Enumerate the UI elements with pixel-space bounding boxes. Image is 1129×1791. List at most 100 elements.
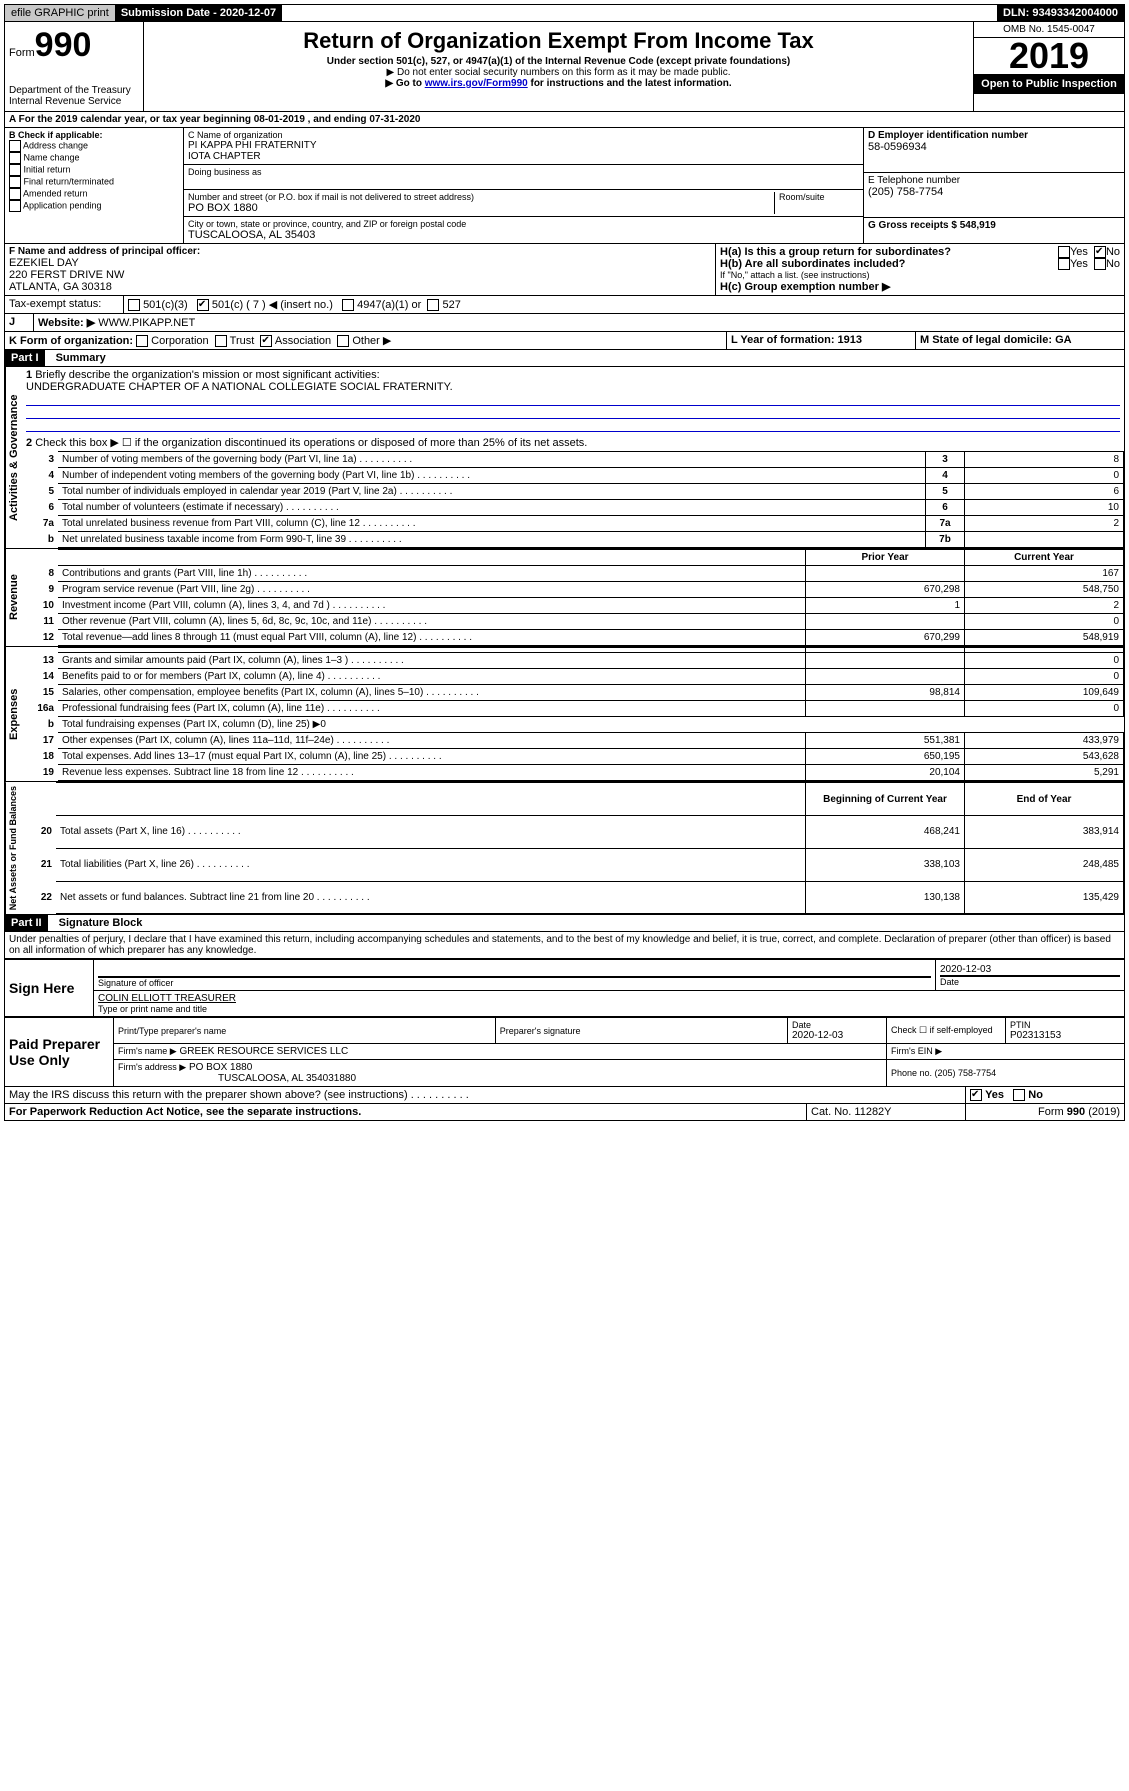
hb-no-checkbox[interactable] [1094,258,1106,270]
prep-date: 2020-12-03 [792,1030,882,1041]
hc-label: H(c) Group exemption number ▶ [720,280,1120,293]
q2-text: Check this box ▶ ☐ if the organization d… [35,437,587,449]
section-h: H(a) Is this a group return for subordin… [716,244,1124,295]
discuss-no-checkbox[interactable] [1013,1089,1025,1101]
section-deg: D Employer identification number 58-0596… [864,128,1124,243]
typed-name: COLIN ELLIOTT TREASURER [98,993,1120,1004]
j-label: J [5,314,34,331]
table-row: 10Investment income (Part VIII, column (… [22,598,1124,614]
table-row: 17Other expenses (Part IX, column (A), l… [22,733,1124,749]
section-b-label: B Check if applicable: [9,130,179,140]
paperwork-notice: For Paperwork Reduction Act Notice, see … [5,1104,807,1120]
ha-yes-checkbox[interactable] [1058,246,1070,258]
firm-addr-label: Firm's address ▶ [118,1062,186,1072]
table-row: 22Net assets or fund balances. Subtract … [20,881,1124,914]
table-row: 9Program service revenue (Part VIII, lin… [22,582,1124,598]
room-suite-label: Room/suite [774,192,859,214]
part2-header: Part II Signature Block [4,915,1125,932]
discuss-yes-checkbox[interactable] [970,1089,982,1101]
tax-exempt-row: Tax-exempt status: 501(c)(3) 501(c) ( 7 … [4,296,1125,314]
form-subtitle: Under section 501(c), 527, or 4947(a)(1)… [148,56,969,67]
sign-here-label: Sign Here [5,960,94,1017]
firm-ein-label: Firm's EIN ▶ [887,1044,1125,1060]
gross-receipts: G Gross receipts $ 548,919 [868,220,1120,231]
efile-print-button[interactable]: efile GRAPHIC print [5,5,115,21]
officer-addr2: ATLANTA, GA 30318 [9,281,711,293]
part1-header: Part I Summary [4,350,1125,367]
section-b: B Check if applicable: Address change Na… [5,128,184,243]
hb-yes-checkbox[interactable] [1058,258,1070,270]
section-l: L Year of formation: 1913 [727,332,916,349]
table-row: 14Benefits paid to or for members (Part … [22,669,1124,685]
b-checkbox[interactable] [9,140,21,152]
cat-no: Cat. No. 11282Y [807,1104,966,1120]
table-row: 11Other revenue (Part VIII, column (A), … [22,614,1124,630]
other-checkbox[interactable] [337,335,349,347]
table-row: 6Total number of volunteers (estimate if… [22,500,1124,516]
b-checkbox[interactable] [9,176,21,188]
table-row: 21Total liabilities (Part X, line 26)338… [20,848,1124,881]
form-number-box: Form990 Department of the Treasury Inter… [5,22,144,111]
prep-phone: Phone no. (205) 758-7754 [887,1060,1125,1087]
vert-netassets: Net Assets or Fund Balances [5,782,20,914]
b-checkbox[interactable] [9,188,21,200]
dln: DLN: 93493342004000 [997,5,1124,21]
form-footer: Form 990 (2019) [966,1104,1124,1120]
501c3-checkbox[interactable] [128,299,140,311]
table-row: 12Total revenue—add lines 8 through 11 (… [22,630,1124,646]
phone-label: E Telephone number [868,175,1120,186]
website-value: WWW.PIKAPP.NET [98,317,195,329]
f-h-block: F Name and address of principal officer:… [4,244,1125,296]
part2-label: Part II [5,915,48,931]
section-c: C Name of organization PI KAPPA PHI FRAT… [184,128,864,243]
ptin-value: P02313153 [1010,1030,1120,1041]
table-row: 18Total expenses. Add lines 13–17 (must … [22,749,1124,765]
ein-value: 58-0596934 [868,141,1120,153]
firm-addr: PO BOX 1880 [189,1062,252,1073]
dba-label: Doing business as [188,167,859,177]
4947-checkbox[interactable] [342,299,354,311]
table-row: 16aProfessional fundraising fees (Part I… [22,701,1124,717]
table-row: 8Contributions and grants (Part VIII, li… [22,566,1124,582]
q2-num: 2 [26,437,32,449]
typed-label: Type or print name and title [98,1004,1120,1014]
tax-exempt-options: 501(c)(3) 501(c) ( 7 ) ◀ (insert no.) 49… [124,296,1124,313]
declaration-text: Under penalties of perjury, I declare th… [4,932,1125,959]
527-checkbox[interactable] [427,299,439,311]
ha-no-checkbox[interactable] [1094,246,1106,258]
section-f: F Name and address of principal officer:… [5,244,716,295]
form-header: Form990 Department of the Treasury Inter… [4,22,1125,112]
table-row: 4Number of independent voting members of… [22,468,1124,484]
street-address: PO BOX 1880 [188,202,774,214]
b-checkbox[interactable] [9,152,21,164]
ein-label: D Employer identification number [868,130,1120,141]
trust-checkbox[interactable] [215,335,227,347]
irs-link[interactable]: www.irs.gov/Form990 [425,78,528,89]
table-row: 7aTotal unrelated business revenue from … [22,516,1124,532]
prep-sig-label: Preparer's signature [495,1018,787,1044]
header-title-block: Return of Organization Exempt From Incom… [144,22,973,111]
firm-name-label: Firm's name ▶ [118,1046,177,1056]
part1-label: Part I [5,350,45,366]
check-self-employed: Check ☐ if self-employed [887,1018,1006,1044]
paid-preparer-label: Paid Preparer Use Only [5,1018,114,1087]
revenue-table: Prior YearCurrent Year8Contributions and… [22,549,1124,646]
addr-label: Number and street (or P.O. box if mail i… [188,192,774,202]
hb-label: H(b) Are all subordinates included? [720,258,1058,270]
website-row: J Website: ▶ WWW.PIKAPP.NET [4,314,1125,332]
sig-officer-label: Signature of officer [98,976,931,988]
sig-date: 2020-12-03 [940,964,1120,975]
section-k: K Form of organization: Corporation Trus… [5,332,727,349]
part2-title: Signature Block [51,917,143,929]
c-name-label: C Name of organization [188,130,859,140]
org-name: PI KAPPA PHI FRATERNITY IOTA CHAPTER [188,140,859,162]
firm-name: GREEK RESOURCE SERVICES LLC [179,1046,348,1057]
corp-checkbox[interactable] [136,335,148,347]
assoc-checkbox[interactable] [260,335,272,347]
discuss-row: May the IRS discuss this return with the… [4,1087,1125,1104]
501c-checkbox[interactable] [197,299,209,311]
b-checkbox[interactable] [9,200,21,212]
table-row: 20Total assets (Part X, line 16)468,2413… [20,815,1124,848]
form-number: 990 [35,26,92,64]
b-checkbox[interactable] [9,164,21,176]
